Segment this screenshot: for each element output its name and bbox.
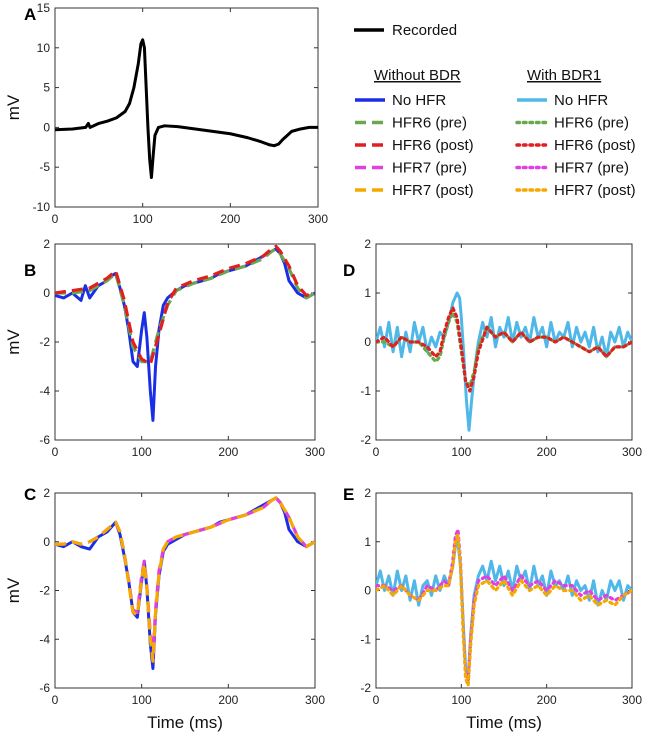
x-tick-label: 100 xyxy=(451,445,471,459)
axes-frame xyxy=(54,7,319,208)
y-tick-label: -4 xyxy=(39,384,50,398)
y-tick-label: 1 xyxy=(364,286,371,300)
panel-e: E 0 100 200 300 -2 -1 0 1 2 Time (ms) xyxy=(343,485,642,732)
x-tick-label: 100 xyxy=(132,445,152,459)
x-tick-label: 300 xyxy=(622,693,642,707)
panel-letter-a: A xyxy=(24,5,36,24)
y-tick-label: -10 xyxy=(33,200,51,214)
y-tick-label: 2 xyxy=(364,486,371,500)
series-line-hfr7-post xyxy=(376,532,632,688)
legend-label-with-no-hfr: No HFR xyxy=(554,92,608,109)
x-tick-label: 100 xyxy=(451,693,471,707)
y-tick-label: -4 xyxy=(39,632,50,646)
y-axis-label: mV xyxy=(4,94,23,120)
legend-label-without-hfr6-pre: HFR6 (pre) xyxy=(392,115,467,132)
series-line-recorded xyxy=(55,38,318,180)
series-line-no-hfr xyxy=(376,291,632,432)
x-tick-label: 0 xyxy=(373,445,380,459)
panel-a: A 0 100 200 300 -10 -5 0 5 10 15 mV xyxy=(4,1,328,226)
x-tick-label: 200 xyxy=(537,445,557,459)
series-line-hfr6-post xyxy=(55,244,315,366)
axes-frame xyxy=(375,492,633,689)
y-tick-label: -2 xyxy=(39,584,50,598)
legend-label-with-hfr6-pre: HFR6 (pre) xyxy=(554,115,629,132)
legend-label-with-hfr6-post: HFR6 (post) xyxy=(554,137,636,154)
y-tick-label: 0 xyxy=(43,535,50,549)
y-tick-label: -1 xyxy=(360,384,371,398)
x-tick-label: 200 xyxy=(218,445,238,459)
legend-label-with-hfr7-pre: HFR7 (pre) xyxy=(554,160,629,177)
x-tick-label: 300 xyxy=(622,445,642,459)
panel-c: C 0 100 200 300 -6 -4 -2 0 2 mV Time (ms) xyxy=(4,485,325,732)
series-line-hfr7-pre xyxy=(376,527,632,685)
legend-header-with-bdr1: With BDR1 xyxy=(527,67,601,84)
x-tick-label: 0 xyxy=(52,212,59,226)
y-tick-label: 0 xyxy=(43,286,50,300)
legend-label-without-hfr7-pre: HFR7 (pre) xyxy=(392,160,467,177)
panel-letter-c: C xyxy=(24,485,36,504)
y-tick-label: 0 xyxy=(364,335,371,349)
y-axis-label: mV xyxy=(4,329,23,355)
y-tick-label: 1 xyxy=(364,535,371,549)
y-tick-label: -1 xyxy=(360,632,371,646)
x-tick-label: 300 xyxy=(305,693,325,707)
x-tick-label: 0 xyxy=(373,693,380,707)
y-axis-label: mV xyxy=(4,577,23,603)
legend-label-without-hfr7-post: HFR7 (post) xyxy=(392,182,474,199)
y-tick-label: 2 xyxy=(43,237,50,251)
x-tick-label: 300 xyxy=(308,212,328,226)
y-tick-label: -2 xyxy=(360,433,371,447)
legend: Recorded Without BDR With BDR1 No HFR HFR6 (… xyxy=(354,22,636,199)
legend-header-without-bdr: Without BDR xyxy=(374,67,461,84)
panel-letter-d: D xyxy=(343,261,355,280)
x-tick-label: 100 xyxy=(132,693,152,707)
y-tick-label: -5 xyxy=(39,160,50,174)
y-tick-label: 2 xyxy=(43,486,50,500)
axes-frame xyxy=(54,492,316,689)
x-tick-label: 200 xyxy=(537,693,557,707)
legend-label-without-no-hfr: No HFR xyxy=(392,92,446,109)
x-tick-label: 0 xyxy=(52,445,59,459)
x-axis-label: Time (ms) xyxy=(466,713,542,732)
y-tick-label: 5 xyxy=(43,81,50,95)
x-tick-label: 200 xyxy=(220,212,240,226)
y-tick-label: -2 xyxy=(39,335,50,349)
x-tick-label: 100 xyxy=(133,212,153,226)
panel-letter-e: E xyxy=(343,485,354,504)
series-line-no-hfr xyxy=(376,540,632,680)
series-line-hfr6-pre xyxy=(376,311,632,388)
y-tick-label: -6 xyxy=(39,433,50,447)
series-line-hfr7-pre xyxy=(55,496,315,658)
x-tick-label: 0 xyxy=(52,693,59,707)
x-tick-label: 200 xyxy=(218,693,238,707)
legend-label-with-hfr7-post: HFR7 (post) xyxy=(554,182,636,199)
y-tick-label: -2 xyxy=(360,681,371,695)
y-tick-label: -6 xyxy=(39,681,50,695)
series-line-no-hfr xyxy=(55,247,315,422)
y-tick-label: 0 xyxy=(43,120,50,134)
x-tick-label: 300 xyxy=(305,445,325,459)
x-axis-label: Time (ms) xyxy=(147,713,223,732)
series-line-hfr6-pre xyxy=(55,247,315,364)
axes-frame xyxy=(54,243,316,441)
series-line-hfr6-post xyxy=(376,306,632,393)
y-tick-label: 15 xyxy=(37,1,51,15)
legend-label-recorded: Recorded xyxy=(392,22,457,39)
y-tick-label: 2 xyxy=(364,237,371,251)
y-tick-label: 0 xyxy=(364,584,371,598)
y-tick-label: 10 xyxy=(37,41,51,55)
panel-letter-b: B xyxy=(24,261,36,280)
series-line-hfr7-post xyxy=(55,496,315,663)
panel-d: D 0 100 200 300 -2 -1 0 1 2 xyxy=(343,237,642,459)
legend-label-without-hfr6-post: HFR6 (post) xyxy=(392,137,474,154)
series-line-no-hfr xyxy=(55,496,315,670)
